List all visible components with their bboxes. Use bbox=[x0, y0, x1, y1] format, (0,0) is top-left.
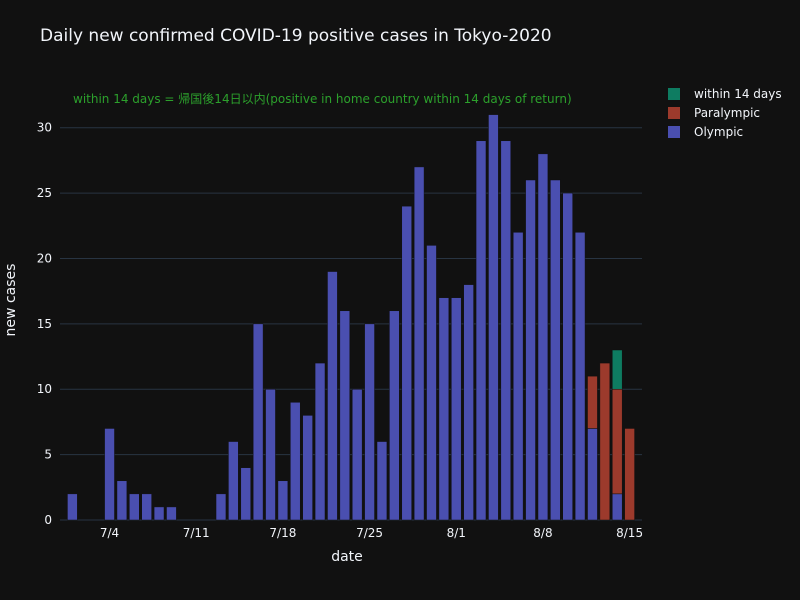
bar-olympic[interactable] bbox=[537, 153, 549, 521]
bar-olympic[interactable] bbox=[500, 140, 511, 521]
bar-olympic[interactable] bbox=[438, 297, 450, 521]
bar-olympic[interactable] bbox=[265, 388, 276, 521]
y-tick-label: 20 bbox=[37, 251, 52, 265]
bar-olympic[interactable] bbox=[413, 166, 425, 521]
bar-olympic[interactable] bbox=[364, 323, 375, 521]
bar-olympic[interactable] bbox=[550, 179, 561, 521]
bar-paralympic[interactable] bbox=[624, 428, 635, 521]
bar-olympic[interactable] bbox=[314, 362, 326, 521]
y-tick-label: 10 bbox=[37, 382, 52, 396]
y-tick-label: 15 bbox=[37, 317, 52, 331]
bar-olympic[interactable] bbox=[426, 245, 437, 521]
y-tick-label: 30 bbox=[37, 121, 52, 135]
legend-label: within 14 days bbox=[694, 87, 782, 101]
x-tick-label: 7/4 bbox=[100, 526, 119, 540]
bar-olympic[interactable] bbox=[166, 506, 177, 521]
bar-paralympic[interactable] bbox=[612, 388, 623, 495]
legend-swatch bbox=[668, 107, 680, 119]
bar-olympic[interactable] bbox=[525, 179, 536, 521]
legend-item-paralympic[interactable]: Paralympic bbox=[668, 106, 760, 120]
x-tick-label: 7/18 bbox=[269, 526, 296, 540]
x-tick-label: 8/8 bbox=[533, 526, 552, 540]
legend-swatch bbox=[668, 88, 680, 100]
bars bbox=[67, 114, 635, 521]
legend-swatch bbox=[668, 126, 680, 138]
bar-olympic[interactable] bbox=[376, 441, 388, 521]
legend[interactable]: within 14 days Paralympic Olympic bbox=[668, 87, 782, 139]
bar-paralympic[interactable] bbox=[599, 362, 611, 521]
bar-olympic[interactable] bbox=[228, 441, 239, 521]
bar-olympic[interactable] bbox=[129, 493, 140, 521]
bar-olympic[interactable] bbox=[215, 493, 227, 521]
bar-within-14-days[interactable] bbox=[612, 349, 623, 390]
legend-label: Paralympic bbox=[694, 106, 760, 120]
bar-olympic[interactable] bbox=[488, 114, 499, 521]
bar-olympic[interactable] bbox=[290, 402, 301, 521]
bar-olympic[interactable] bbox=[141, 493, 152, 521]
bar-olympic[interactable] bbox=[587, 428, 598, 521]
chart-title: Daily new confirmed COVID-19 positive ca… bbox=[40, 26, 552, 46]
x-tick-label: 7/25 bbox=[356, 526, 383, 540]
x-tick-label: 8/15 bbox=[616, 526, 643, 540]
bar-olympic[interactable] bbox=[463, 284, 474, 521]
bar-olympic[interactable] bbox=[401, 205, 412, 521]
y-tick-label: 5 bbox=[44, 448, 52, 462]
y-axis-title: new cases bbox=[3, 264, 19, 337]
annotation-text: within 14 days = 帰国後14日以内(positive in ho… bbox=[73, 92, 572, 106]
legend-item-within-14-days[interactable]: within 14 days bbox=[668, 87, 782, 101]
bar-olympic[interactable] bbox=[475, 140, 487, 521]
x-axis-title: date bbox=[331, 549, 363, 565]
bar-olympic[interactable] bbox=[327, 271, 338, 521]
bar-olympic[interactable] bbox=[116, 480, 128, 521]
x-tick-labels: 7/4 7/11 7/18 7/25 8/1 8/8 8/15 bbox=[100, 526, 643, 540]
legend-label: Olympic bbox=[694, 125, 743, 139]
bar-olympic[interactable] bbox=[277, 480, 289, 521]
bar-olympic[interactable] bbox=[574, 232, 586, 521]
bar-olympic[interactable] bbox=[240, 467, 251, 521]
x-tick-label: 7/11 bbox=[183, 526, 210, 540]
legend-item-olympic[interactable]: Olympic bbox=[668, 125, 743, 139]
bar-olympic[interactable] bbox=[104, 428, 115, 521]
bar-olympic[interactable] bbox=[512, 232, 524, 521]
bar-olympic[interactable] bbox=[389, 310, 400, 521]
bar-olympic[interactable] bbox=[339, 310, 351, 521]
bar-olympic[interactable] bbox=[252, 323, 264, 521]
bar-olympic[interactable] bbox=[351, 388, 363, 521]
bar-olympic[interactable] bbox=[562, 192, 573, 521]
bar-olympic[interactable] bbox=[451, 297, 462, 521]
bar-olympic[interactable] bbox=[67, 493, 78, 521]
x-tick-label: 8/1 bbox=[447, 526, 466, 540]
bar-olympic[interactable] bbox=[612, 493, 623, 521]
bar-olympic[interactable] bbox=[302, 415, 313, 521]
y-tick-label: 25 bbox=[37, 186, 52, 200]
y-tick-label: 0 bbox=[44, 513, 52, 527]
bar-olympic[interactable] bbox=[153, 506, 165, 521]
y-tick-labels: 0 5 10 15 20 25 30 bbox=[37, 121, 52, 527]
bar-paralympic[interactable] bbox=[587, 375, 598, 429]
